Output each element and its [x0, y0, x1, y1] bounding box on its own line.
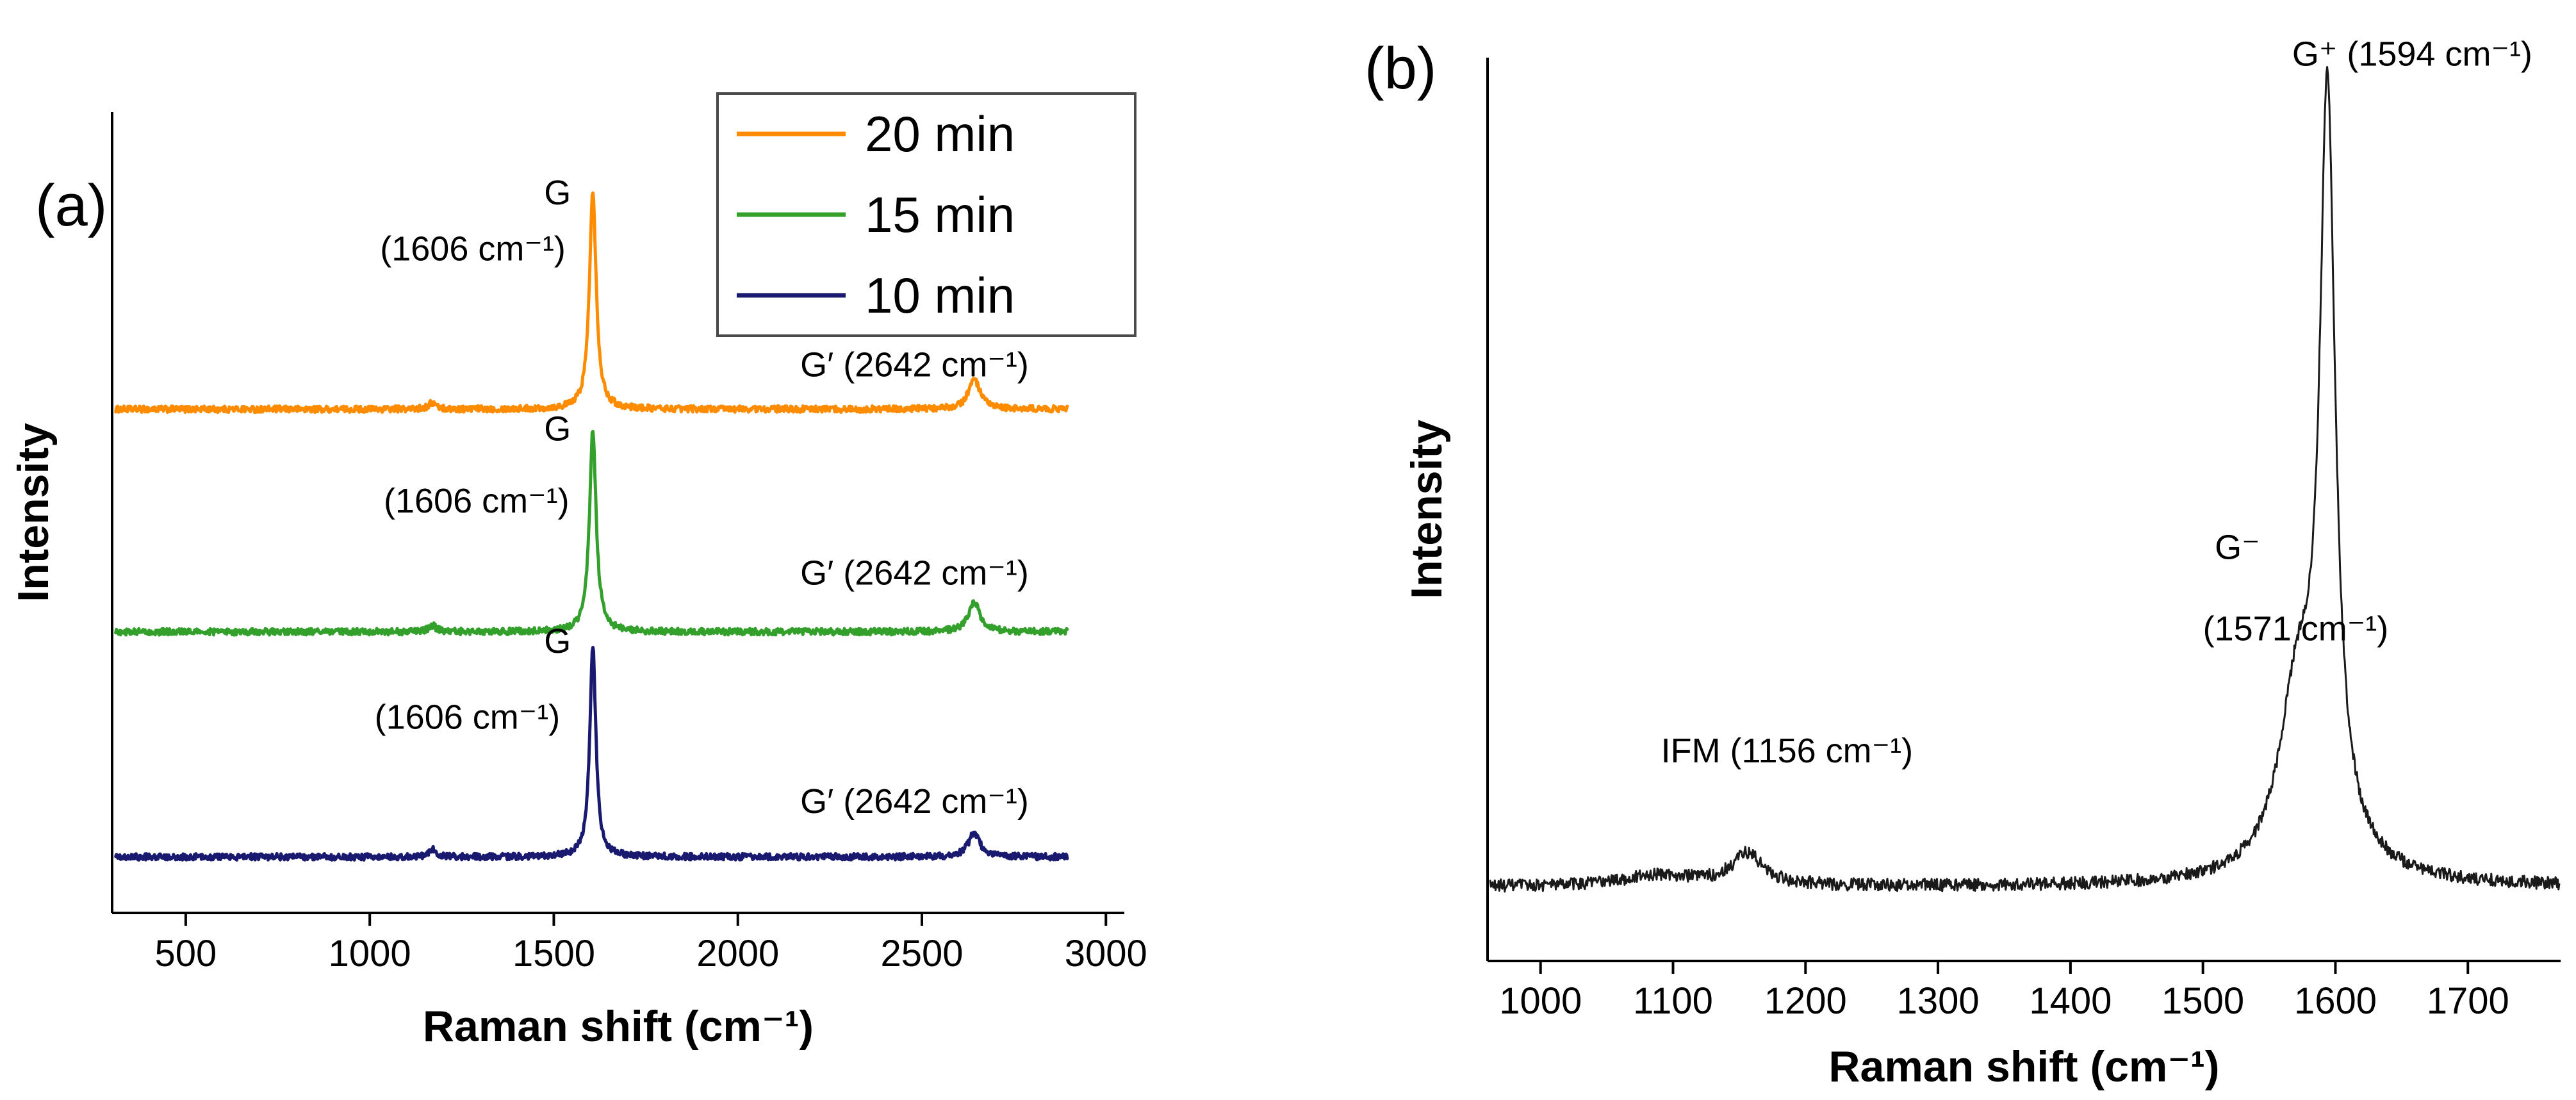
x-tick-label: 1400 — [2029, 980, 2112, 1022]
y-axis-title: Intensity — [1402, 420, 1451, 599]
panel-b-chart: 1000 1100 1200 1300 1400 1500 1600 1700 Raman sh… — [1365, 35, 2561, 1091]
x-tick-label: 1500 — [2162, 980, 2244, 1022]
x-tick-label: 2500 — [880, 933, 963, 974]
peak-annotation: (1606 cm⁻¹) — [375, 698, 561, 737]
x-tick-label: 1600 — [2294, 980, 2377, 1022]
legend-label: 15 min — [865, 186, 1015, 243]
series-g-band-spectrum — [1489, 66, 2561, 893]
legend-label: 20 min — [865, 106, 1015, 162]
peak-annotation: G′ (2642 cm⁻¹) — [800, 346, 1029, 384]
legend-label: 10 min — [865, 267, 1015, 324]
peak-annotation: (1606 cm⁻¹) — [380, 229, 566, 268]
peak-annotation: G′ (2642 cm⁻¹) — [800, 782, 1029, 821]
panel-a-chart: 500 1000 1500 2000 2500 3000 Raman shift (cm⁻¹… — [9, 92, 1147, 1051]
series-10-min — [114, 646, 1069, 862]
x-tick-label: 2000 — [696, 933, 779, 974]
x-tick-label: 1000 — [1499, 980, 1582, 1022]
x-tick-label: 1300 — [1897, 980, 1980, 1022]
panel-label: (a) — [35, 173, 107, 238]
x-tick-label: 1500 — [513, 933, 595, 974]
panel-label: (b) — [1365, 36, 1436, 101]
peak-annotation: IFM (1156 cm⁻¹) — [1661, 732, 1914, 770]
peak-annotation: G⁻ — [2215, 529, 2260, 567]
x-tick-label: 500 — [155, 933, 217, 974]
y-axis-title: Intensity — [9, 423, 58, 602]
series-20-min — [114, 191, 1069, 415]
peak-annotation: G — [544, 622, 571, 661]
x-tick-label: 3000 — [1065, 933, 1147, 974]
x-axis-title: Raman shift (cm⁻¹) — [423, 1002, 814, 1051]
x-tick-label: 1700 — [2427, 980, 2509, 1022]
peak-annotation: (1571 cm⁻¹) — [2203, 609, 2389, 648]
peak-annotation: G — [544, 174, 571, 212]
x-tick-label: 1100 — [1633, 980, 1713, 1022]
series-15-min — [114, 429, 1069, 637]
x-tick-label: 1000 — [329, 933, 411, 974]
x-tick-label: 1200 — [1764, 980, 1847, 1022]
peak-annotation: G — [544, 410, 571, 448]
peak-annotation: (1606 cm⁻¹) — [384, 482, 570, 520]
x-axis-title: Raman shift (cm⁻¹) — [1828, 1042, 2219, 1091]
peak-annotation: G′ (2642 cm⁻¹) — [800, 554, 1029, 593]
peak-annotation: G⁺ (1594 cm⁻¹) — [2292, 35, 2532, 74]
